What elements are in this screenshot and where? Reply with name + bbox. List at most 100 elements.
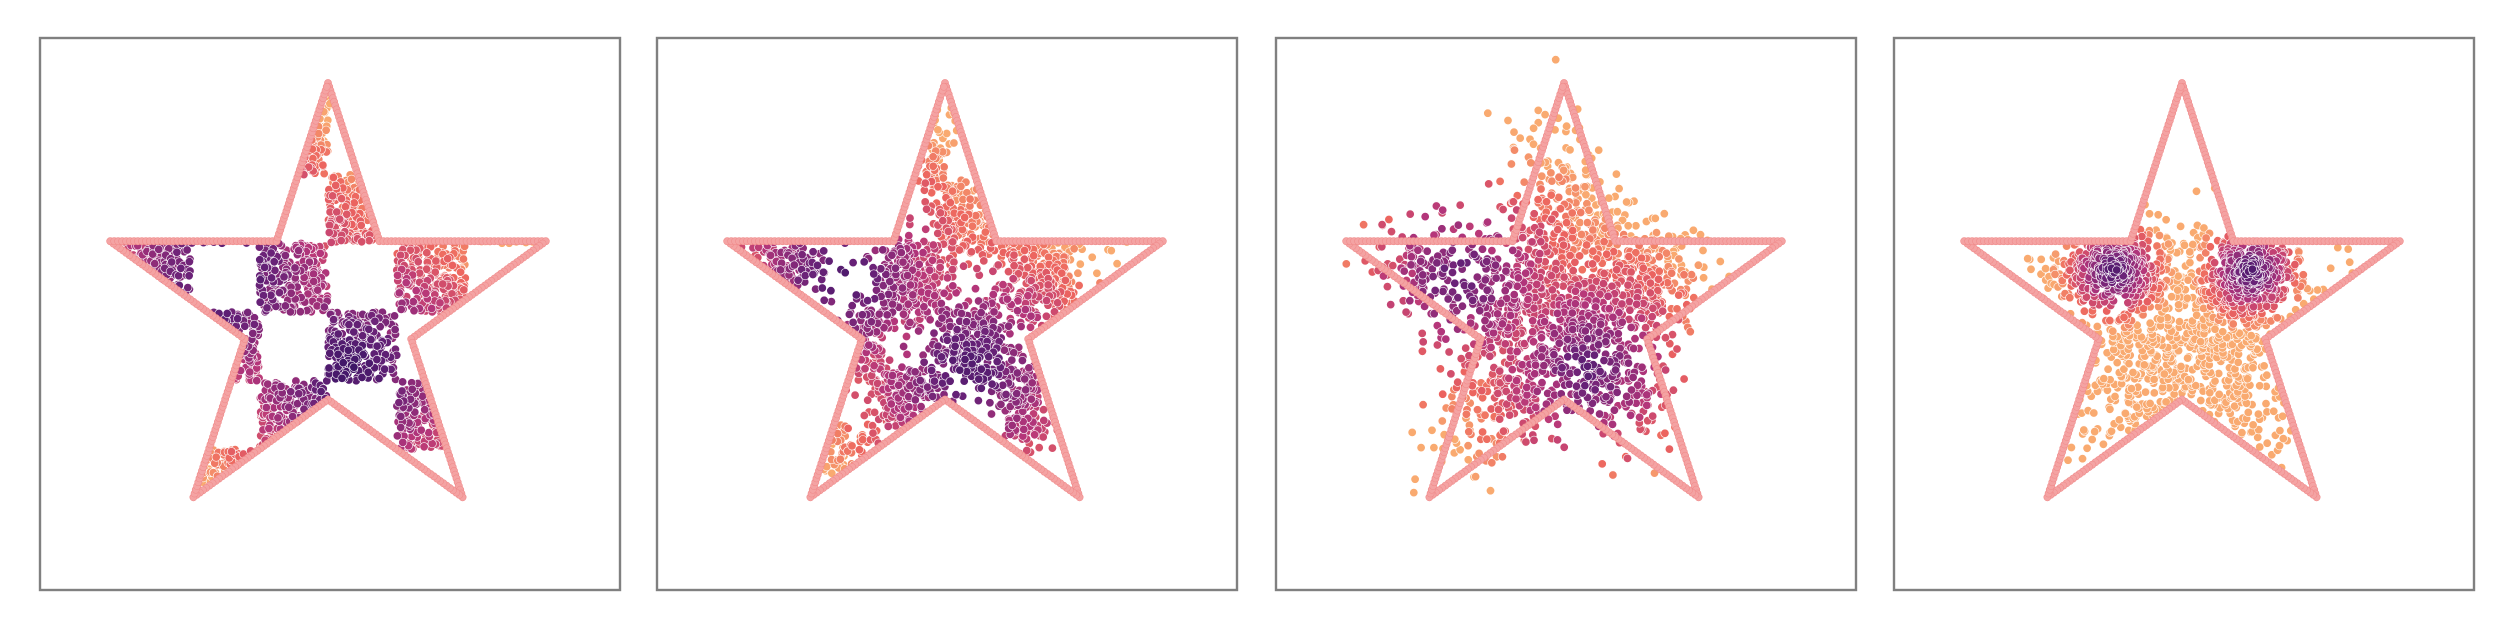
scatter-point [851,290,861,300]
scatter-point [951,390,961,400]
scatter-point [176,263,186,273]
scatter-point [295,307,305,317]
scatter-point [960,354,970,364]
scatter-point [1034,443,1044,453]
scatter-point [910,367,920,377]
scatter-point [766,250,776,260]
scatter-point [372,355,382,365]
scatter-point [920,178,930,188]
scatter-point [227,447,237,457]
scatter-point [808,247,818,257]
scatter-point [419,442,429,452]
scatter-point [394,398,404,408]
scatter-point [1483,108,1493,118]
scatter-point [1608,470,1618,480]
scatter-point [1594,145,1604,155]
scatter-point [321,125,331,135]
scatter-point [937,313,947,323]
scatter-point [1497,452,1507,462]
scatter-point [1565,145,1575,155]
scatter-point [337,373,347,383]
scatter-point [938,173,948,183]
scatter-point [243,307,253,317]
scatter-point [863,296,873,306]
scatter-point [1580,182,1590,192]
scatter-point [1667,268,1677,278]
scatter-point [1437,416,1447,426]
scatter-point [370,316,380,326]
scatter-point [1553,225,1563,235]
scatter-point [1577,230,1587,240]
scatter-point [1002,294,1012,304]
scatter-point [967,221,977,231]
scatter-point [903,299,913,309]
scatter-point [928,240,938,250]
scatter-point [1016,321,1026,331]
scatter-point [929,328,939,338]
scatter-point [847,441,857,451]
scatter-point [349,198,359,208]
scatter-point [858,435,868,445]
scatter-point [1562,121,1572,131]
scatter-point [279,272,289,282]
scatter-point [1582,240,1592,250]
scatter-point [925,315,935,325]
scatter-point [910,395,920,405]
scatter-point [904,402,914,412]
scatter-point [459,285,469,295]
scatter-point [1510,145,1520,155]
scatter-point [1614,184,1624,194]
scatter-point [356,220,366,230]
scatter-point [949,257,959,267]
scatter-point [1654,252,1664,262]
scatter-point [960,213,970,223]
scatter-point [1012,306,1022,316]
scatter-point [309,276,319,286]
scatter-point [443,254,453,264]
scatter-point [1464,427,1474,437]
scatter-point [1645,288,1655,298]
scatter-point [945,376,955,386]
scatter-point [1416,443,1426,453]
scatter-point [1542,197,1552,207]
scatter-point [335,214,345,224]
scatter-point [952,325,962,335]
scatter-point [883,421,893,431]
scatter-point [939,288,949,298]
scatter-point [255,297,265,307]
scatter-point [294,389,304,399]
scatter-point [1480,410,1490,420]
scatter-point [319,169,329,179]
scatter-point [396,304,406,314]
scatter-point [1624,252,1634,262]
scatter-point [1622,197,1632,207]
scatter-point [1576,208,1586,218]
scatter-point [1012,389,1022,399]
scatter-point [255,255,265,265]
scatter-point [793,275,803,285]
scatter-point [1687,270,1697,280]
scatter-point [262,303,272,313]
scatter-point [183,283,193,293]
boundary-point [939,82,948,91]
scatter-point [817,283,827,293]
scatter-point [331,180,341,190]
scatter-point [947,264,957,274]
scatter-point [267,273,277,283]
scatter-point [848,317,858,327]
scatter-point [240,321,250,331]
scatter-point [363,367,373,377]
scatter-point [344,320,354,330]
scatter-point [1075,259,1085,269]
scatter-point [1562,218,1572,228]
scatter-point [1487,458,1497,468]
scatter-point [942,129,952,139]
scatter-point [1668,385,1678,395]
scatter-point [935,262,945,272]
scatter-point [338,358,348,368]
scatter-point [1463,441,1473,451]
scatter-point [1471,472,1481,482]
scatter-point [1584,205,1594,215]
scatter-point [255,275,265,285]
scatter-point [869,361,879,371]
